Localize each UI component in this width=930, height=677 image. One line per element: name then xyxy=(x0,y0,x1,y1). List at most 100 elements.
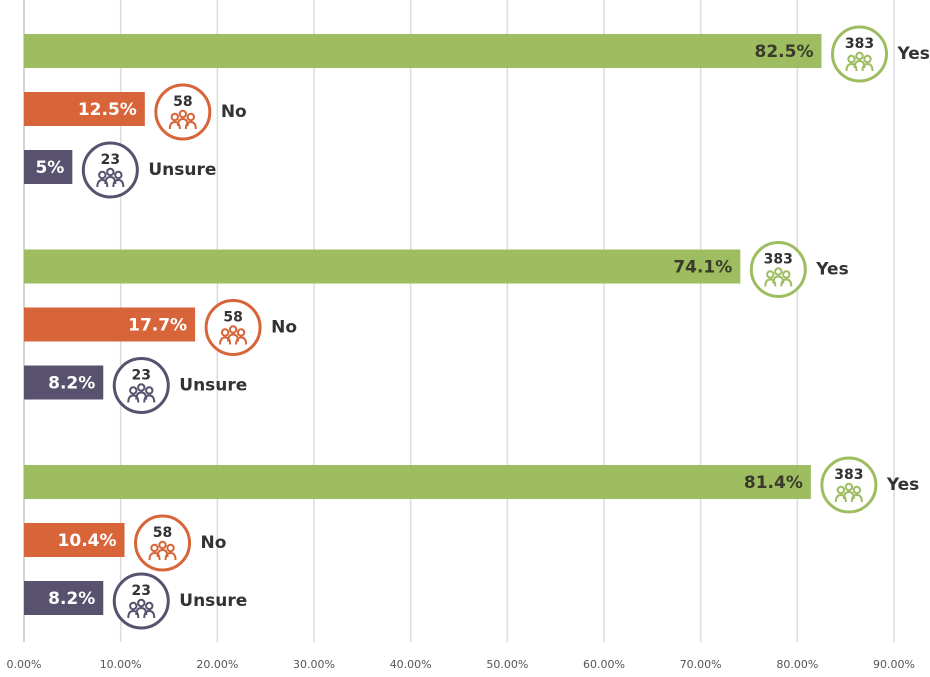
x-tick-label: 40.00% xyxy=(390,658,432,671)
series-name: Yes xyxy=(815,260,848,280)
x-tick-label: 10.00% xyxy=(100,658,142,671)
person-head xyxy=(847,54,856,64)
bar xyxy=(24,92,145,126)
person-body xyxy=(845,62,858,72)
bar xyxy=(24,365,104,400)
count-icon: 58 xyxy=(154,83,212,141)
value-label: 17.7% xyxy=(128,316,187,336)
bar xyxy=(24,150,73,184)
count-label: 383 xyxy=(764,252,793,268)
count-label: 383 xyxy=(834,467,863,483)
count-label: 58 xyxy=(153,525,172,541)
person-head xyxy=(863,54,872,64)
person-head xyxy=(137,383,146,392)
person-body xyxy=(850,493,863,503)
x-tick-label: 0.00% xyxy=(7,658,42,671)
count-icon: 23 xyxy=(81,141,139,199)
count-label: 58 xyxy=(173,94,192,110)
value-label: 82.5% xyxy=(755,42,814,62)
x-tick-label: 20.00% xyxy=(196,658,238,671)
person-head xyxy=(98,170,107,180)
count-icon: 58 xyxy=(134,514,192,572)
person-head xyxy=(145,386,154,395)
count-label: 383 xyxy=(845,36,874,52)
series-name: No xyxy=(201,533,227,553)
person-head xyxy=(228,325,238,334)
person-body xyxy=(143,394,156,403)
person-body xyxy=(148,551,161,561)
person-body xyxy=(780,278,793,287)
count-label: 23 xyxy=(132,368,151,384)
series-name: Yes xyxy=(897,44,930,64)
series-name: No xyxy=(221,102,247,122)
value-label: 5% xyxy=(35,158,64,178)
count-icon: 58 xyxy=(204,299,262,356)
x-tick-label: 30.00% xyxy=(293,658,335,671)
count-label: 23 xyxy=(101,152,120,168)
person-head xyxy=(852,485,862,495)
person-body xyxy=(834,493,847,503)
bar xyxy=(24,249,741,284)
person-head xyxy=(782,270,791,279)
bar xyxy=(24,581,104,615)
person-head xyxy=(150,543,159,553)
person-head xyxy=(129,386,138,395)
person-body xyxy=(127,394,140,403)
x-tick-label: 80.00% xyxy=(776,658,818,671)
value-label: 8.2% xyxy=(48,589,95,609)
x-tick-label: 50.00% xyxy=(486,658,528,671)
count-icon: 383 xyxy=(831,25,888,83)
count-icon: 23 xyxy=(112,572,170,630)
person-head xyxy=(114,170,123,180)
count-icon: 383 xyxy=(749,241,807,298)
x-tick-label: 90.00% xyxy=(873,658,915,671)
person-head xyxy=(129,601,138,611)
bar xyxy=(24,307,196,342)
person-body xyxy=(112,178,125,188)
count-label: 23 xyxy=(132,583,151,599)
bar xyxy=(24,523,125,557)
person-head xyxy=(137,598,146,608)
person-head xyxy=(766,270,775,279)
person-head xyxy=(166,543,175,553)
count-icon: 383 xyxy=(820,456,878,514)
x-tick-label: 60.00% xyxy=(583,658,625,671)
person-head xyxy=(158,540,167,550)
person-body xyxy=(861,62,874,72)
person-body xyxy=(235,336,248,345)
person-body xyxy=(127,609,140,619)
series-name: Unsure xyxy=(179,591,247,611)
person-head xyxy=(774,267,783,276)
person-head xyxy=(836,485,846,495)
person-head xyxy=(844,482,854,492)
person-body xyxy=(143,609,156,619)
bar xyxy=(24,34,822,68)
person-head xyxy=(855,51,864,61)
person-body xyxy=(184,120,197,130)
series-name: No xyxy=(271,318,297,338)
value-label: 8.2% xyxy=(48,374,95,394)
person-body xyxy=(219,336,232,345)
person-head xyxy=(145,601,154,611)
person-head xyxy=(236,328,246,337)
bar xyxy=(24,465,811,499)
person-head xyxy=(170,112,180,122)
person-head xyxy=(106,167,115,177)
count-icon: 23 xyxy=(112,357,170,414)
value-label: 74.1% xyxy=(673,258,732,278)
person-body xyxy=(96,178,109,188)
person-body xyxy=(164,551,177,561)
person-body xyxy=(764,278,777,287)
value-label: 10.4% xyxy=(58,531,117,551)
person-head xyxy=(220,328,230,337)
count-label: 58 xyxy=(223,310,242,326)
person-body xyxy=(168,120,181,130)
person-head xyxy=(186,112,196,122)
x-tick-label: 70.00% xyxy=(680,658,722,671)
series-name: Unsure xyxy=(148,160,216,180)
value-label: 12.5% xyxy=(78,100,137,120)
person-head xyxy=(178,109,188,119)
value-label: 81.4% xyxy=(744,473,803,493)
series-name: Unsure xyxy=(179,376,247,396)
